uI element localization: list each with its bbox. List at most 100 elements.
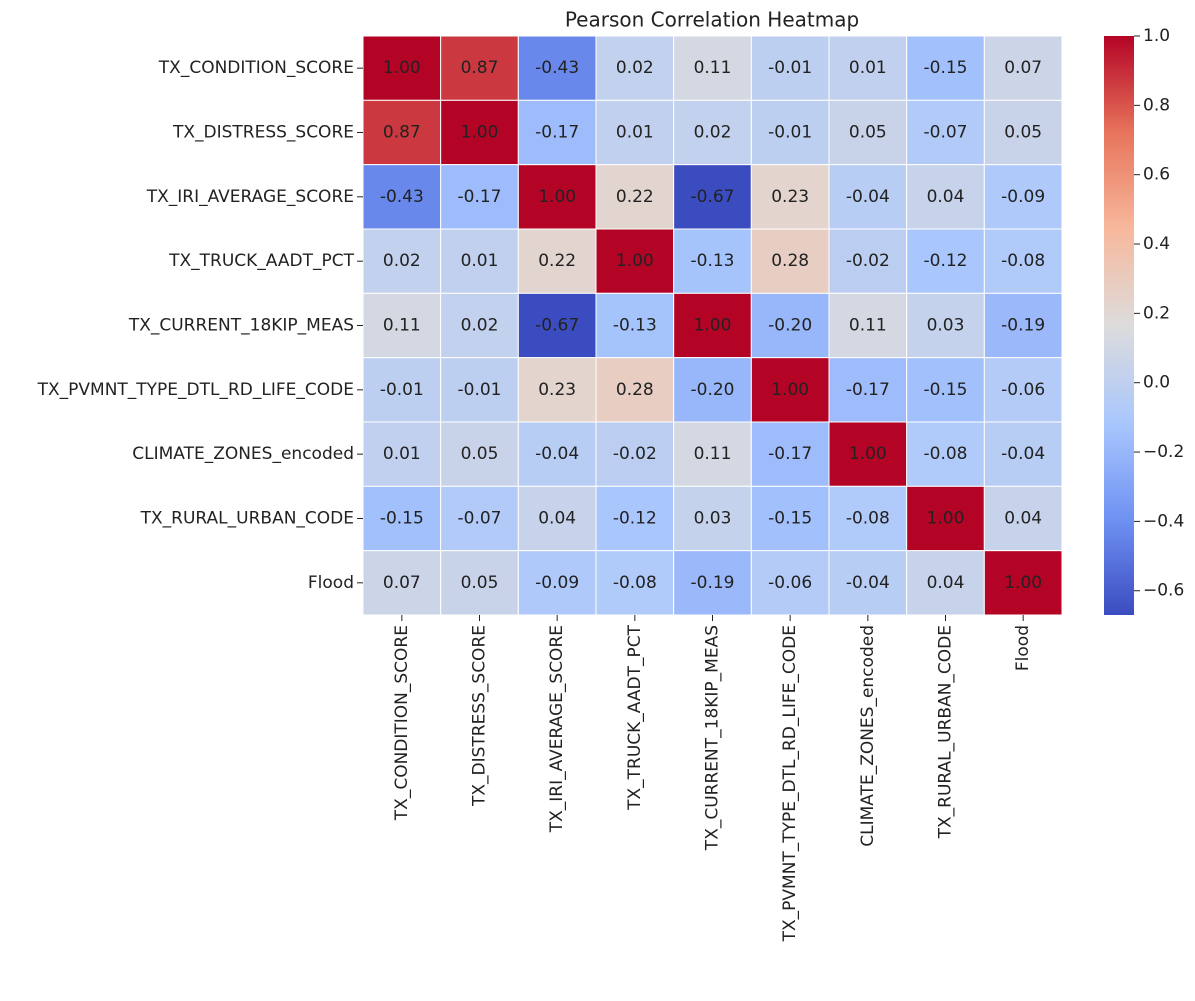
cell-label: 0.23 [771, 187, 809, 207]
cell-label: 0.11 [849, 316, 887, 336]
cell-label: -0.04 [846, 187, 890, 207]
cell-label: -0.02 [613, 444, 657, 464]
colorbar-tick-label: 1.0 [1143, 26, 1170, 46]
cell-label: 1.00 [616, 251, 654, 271]
cell-label: 0.01 [616, 123, 654, 143]
cell-label: 0.22 [538, 251, 576, 271]
cell-label: -0.13 [691, 251, 735, 271]
cell-label: 0.01 [849, 58, 887, 78]
heatmap-cell [828, 99, 908, 166]
cell-label: -0.43 [380, 187, 424, 207]
cell-label: -0.04 [846, 573, 890, 593]
cell-label: -0.04 [1001, 444, 1045, 464]
heatmap-cell [673, 485, 752, 552]
cell-label: -0.17 [458, 187, 502, 207]
cell-label: 0.04 [927, 187, 965, 207]
x-tick-label: TX_CONDITION_SCORE [392, 625, 412, 821]
heatmap-cell [362, 292, 442, 359]
x-tick-label: CLIMATE_ZONES_encoded [858, 625, 878, 847]
heatmap-cell [517, 35, 597, 101]
cell-label: -0.09 [1001, 187, 1045, 207]
heatmap-cell [750, 292, 830, 359]
heatmap-cell [362, 164, 442, 230]
cell-label: -0.06 [768, 573, 812, 593]
heatmap-cell [362, 485, 442, 552]
cell-label: 0.07 [383, 573, 421, 593]
heatmap-cell [517, 485, 597, 552]
cell-label: -0.43 [535, 58, 579, 78]
cell-label: 0.87 [461, 58, 499, 78]
cell-label: 1.00 [461, 123, 499, 143]
cell-label: -0.02 [846, 251, 890, 271]
cell-label: -0.09 [535, 573, 579, 593]
cell-label: -0.17 [768, 444, 812, 464]
cell-label: -0.67 [691, 187, 735, 207]
heatmap-cell [362, 421, 442, 487]
heatmap-cell [673, 357, 752, 423]
heatmap-cell [828, 164, 908, 230]
heatmap-cell [673, 421, 752, 487]
y-tick-label: TX_IRI_AVERAGE_SCORE [146, 187, 354, 207]
heatmap-cell [906, 357, 985, 423]
cell-label: 0.07 [1004, 58, 1042, 78]
heatmap-cell [673, 164, 752, 230]
cell-label: 1.00 [771, 380, 809, 400]
heatmap-cell [517, 164, 597, 230]
colorbar [1104, 36, 1134, 615]
colorbar-tick-label: −0.2 [1143, 442, 1184, 462]
colorbar-tick-label: 0.4 [1143, 234, 1170, 254]
cell-label: 1.00 [1004, 573, 1042, 593]
heatmap-cell [440, 164, 519, 230]
cell-label: -0.07 [458, 509, 502, 529]
cell-label: 0.02 [461, 316, 499, 336]
y-tick-label: TX_TRUCK_AADT_PCT [168, 251, 355, 271]
cell-label: -0.01 [380, 380, 424, 400]
x-tick-label: TX_RURAL_URBAN_CODE [936, 625, 956, 839]
colorbar-tick-label: 0.8 [1143, 95, 1170, 115]
cell-label: 0.11 [694, 58, 732, 78]
heatmap-cell [362, 357, 442, 423]
cell-label: -0.08 [1001, 251, 1045, 271]
cell-label: -0.67 [535, 316, 579, 336]
cell-label: 1.00 [538, 187, 576, 207]
cell-label: -0.15 [924, 58, 968, 78]
cell-label: -0.19 [1001, 316, 1045, 336]
heatmap-cell [828, 292, 908, 359]
heatmap-cell [750, 35, 830, 101]
heatmap-cell [828, 550, 908, 616]
x-tick-label: TX_DISTRESS_SCORE [470, 625, 490, 807]
heatmap-cell [828, 485, 908, 552]
cell-label: -0.15 [768, 509, 812, 529]
colorbar-tick-label: 0.2 [1143, 303, 1170, 323]
heatmap-cell [595, 550, 675, 616]
cell-label: 0.23 [538, 380, 576, 400]
heatmap-cell [750, 485, 830, 552]
heatmap-cell [440, 292, 519, 359]
cell-label: -0.19 [691, 573, 735, 593]
heatmap-cell [750, 550, 830, 616]
heatmap-cell [983, 99, 1063, 166]
cell-label: -0.17 [846, 380, 890, 400]
cell-label: 0.01 [461, 251, 499, 271]
heatmap-cell [595, 485, 675, 552]
cell-label: 0.28 [771, 251, 809, 271]
heatmap-cell [517, 292, 597, 359]
heatmap-cell [517, 99, 597, 166]
x-tick-label: TX_TRUCK_AADT_PCT [625, 624, 645, 811]
y-tick-label: TX_DISTRESS_SCORE [172, 123, 354, 143]
heatmap-cell [983, 292, 1063, 359]
cell-label: -0.01 [768, 123, 812, 143]
cell-label: 0.28 [616, 380, 654, 400]
heatmap-cell [362, 550, 442, 616]
cell-label: 0.02 [616, 58, 654, 78]
cell-label: -0.08 [924, 444, 968, 464]
cell-label: 0.01 [383, 444, 421, 464]
cell-label: 0.11 [383, 316, 421, 336]
cell-label: 0.04 [927, 573, 965, 593]
cell-label: 0.22 [616, 187, 654, 207]
cell-label: 0.05 [849, 123, 887, 143]
heatmap-cell [673, 99, 752, 166]
chart-title: Pearson Correlation Heatmap [565, 8, 859, 32]
cell-label: 0.03 [927, 316, 965, 336]
heatmap-cell [595, 292, 675, 359]
